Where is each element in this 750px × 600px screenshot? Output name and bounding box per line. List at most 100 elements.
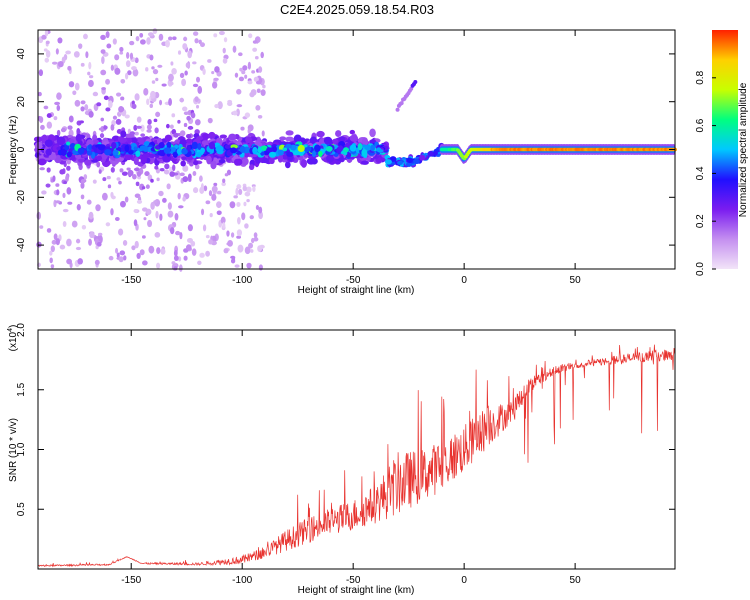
spectrogram-y-label: Frequency (Hz) <box>8 116 19 185</box>
spectrogram-blob <box>118 106 124 113</box>
snr-x-tick-label: -150 <box>121 575 141 586</box>
figure-title: C2E4.2025.059.18.54.R03 <box>280 2 434 17</box>
spectrogram-blob <box>88 61 92 70</box>
spectrogram-blob <box>158 142 165 149</box>
spectrogram-blob <box>187 125 194 130</box>
spectrogram-blob <box>170 147 177 152</box>
spectrogram-blob <box>89 231 95 239</box>
spectrogram-blob <box>80 182 85 189</box>
spectrogram-blob <box>53 233 58 241</box>
colorbar-tick-label: 0.2 <box>695 214 706 228</box>
spectrogram-blob <box>183 111 189 116</box>
spectrogram-blob <box>146 37 151 45</box>
spectrogram-blob <box>357 143 363 151</box>
spectrogram-blob <box>112 115 118 120</box>
spectrogram-blob <box>80 106 85 112</box>
spectrogram-blob <box>236 104 243 108</box>
spectrogram-blob <box>236 235 242 239</box>
spectrogram-blob <box>46 167 51 173</box>
spectrogram-blob <box>125 60 131 68</box>
spectrogram-blob <box>92 179 97 184</box>
spectrogram-blob <box>162 197 167 203</box>
spectrogram-blob <box>192 61 197 65</box>
spectrogram-blob <box>277 149 284 156</box>
spectrogram-blob <box>255 105 261 111</box>
spectrogram-blob <box>254 55 259 60</box>
snr-y-tick-label: 0.5 <box>16 502 27 516</box>
spectrogram-blob <box>154 232 161 238</box>
spectrogram-blob <box>249 215 254 220</box>
spectrogram-blob <box>119 51 124 55</box>
spectrogram-blob <box>316 130 325 138</box>
spectrogram-blob <box>170 61 174 66</box>
spectrogram-blob <box>118 137 127 144</box>
spectrogram-blob <box>112 149 119 156</box>
spectrogram-blob <box>151 80 156 84</box>
spectrogram-blob <box>197 143 202 150</box>
spectrogram-blob <box>184 70 188 76</box>
spectrogram-blob <box>50 264 55 269</box>
spectrogram-blob <box>253 237 259 242</box>
spectrogram-blob <box>92 91 99 97</box>
spectrogram-blob <box>110 208 114 216</box>
spectrogram-blob <box>114 54 120 61</box>
spectrogram-blob <box>197 85 203 94</box>
spectrogram-blob <box>258 264 263 271</box>
spectrogram-blob <box>52 175 56 182</box>
spectrogram-blob <box>181 78 187 87</box>
spectrogram-blob <box>157 64 163 68</box>
spectrogram-blob <box>260 89 266 96</box>
spectrogram-blob <box>172 36 177 41</box>
spectrogram-blob <box>173 132 179 138</box>
spectrogram-blob <box>152 69 159 75</box>
spectrogram-blob <box>182 43 188 50</box>
spectrogram-blob <box>75 238 81 244</box>
spectrogram-blob <box>222 178 226 183</box>
spectrogram-blob <box>68 138 75 144</box>
spectrogram-blob <box>134 57 139 64</box>
spectrogram-blob <box>223 37 228 43</box>
spectrogram-blob <box>326 154 334 163</box>
spectrogram-blob <box>59 244 66 250</box>
spectrogram-x-tick-label: 0 <box>461 275 467 286</box>
colorbar-label: Normalized spectral amplitude <box>738 82 749 217</box>
snr-x-tick-label: -100 <box>232 575 252 586</box>
spectrogram-blob <box>194 38 199 44</box>
spectrogram-blob <box>217 101 223 110</box>
spectrogram-blob <box>370 144 376 152</box>
spectrogram-blob <box>246 186 252 193</box>
spectrogram-blob <box>56 136 66 146</box>
snr-x-label: Height of straight line (km) <box>298 585 415 596</box>
spectrogram-blob <box>101 87 106 91</box>
spectrogram-blob <box>37 158 47 166</box>
spectrogram-blob <box>210 160 217 170</box>
snr-x-tick-label: 0 <box>461 575 467 586</box>
spectrogram-blob <box>43 105 49 110</box>
spectrogram-blob <box>238 188 243 195</box>
spectrogram-blob <box>221 181 226 187</box>
spectrogram-blob <box>229 201 236 209</box>
spectrogram-blob <box>127 169 134 177</box>
spectrogram-blob <box>177 256 182 262</box>
spectrogram-blob <box>67 201 73 205</box>
spectrogram-blob <box>169 81 174 86</box>
spectrogram-blob <box>244 74 248 79</box>
spectrogram-blob <box>133 219 138 227</box>
spectrogram-blob <box>332 138 339 144</box>
spectrogram-blob <box>51 239 57 245</box>
spectrogram-blob <box>36 211 42 220</box>
spectrogram-blob <box>100 49 106 54</box>
spectrogram-blob <box>120 96 125 101</box>
spectrogram-blob <box>86 199 92 205</box>
spectrogram-blob <box>103 125 108 130</box>
spectrogram-blob <box>187 173 192 181</box>
spectrogram-blob <box>427 150 435 157</box>
spectrogram-blob <box>143 88 149 96</box>
spectrogram-blob <box>119 46 124 52</box>
spectrogram-blob <box>187 50 193 59</box>
spectrogram-blob <box>256 88 261 94</box>
spectrogram-blob <box>177 119 181 124</box>
spectrogram-blob <box>192 83 199 88</box>
spectrogram-blob <box>156 247 161 255</box>
spectrogram-blob <box>179 232 183 240</box>
